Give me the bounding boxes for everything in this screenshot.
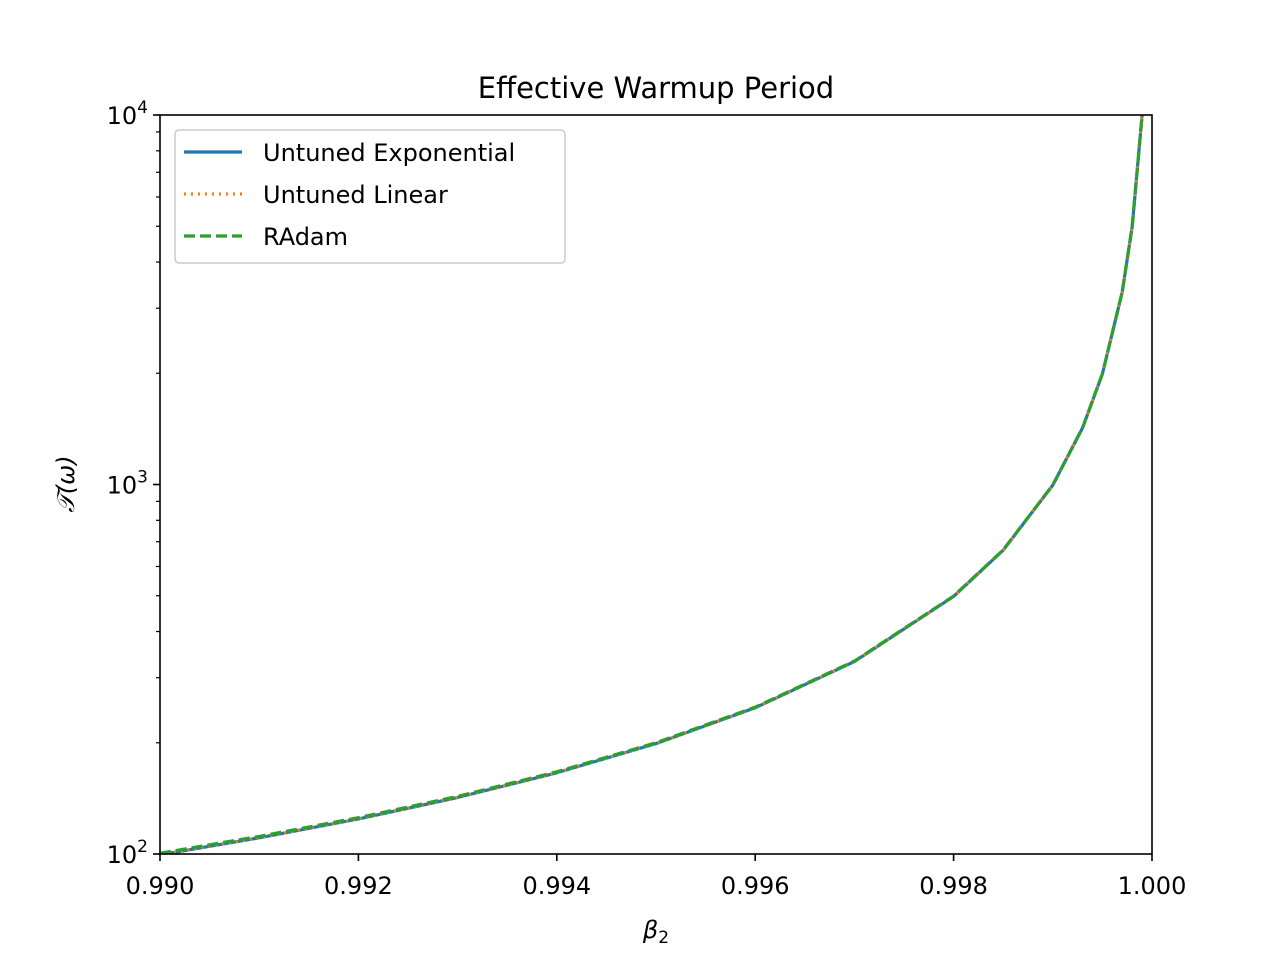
y-tick-label: 102 bbox=[107, 837, 148, 869]
legend-frame bbox=[174, 129, 566, 264]
x-axis-label: β2 bbox=[642, 916, 669, 948]
series-layer bbox=[160, 115, 1144, 854]
x-tick-label: 0.994 bbox=[522, 872, 591, 900]
series-line-2 bbox=[160, 115, 1144, 854]
legend: Untuned Exponential Untuned Linear RAdam bbox=[174, 129, 566, 264]
y-tick-label: 103 bbox=[107, 468, 148, 500]
x-tick-label: 1.000 bbox=[1118, 872, 1187, 900]
x-tick-label: 0.996 bbox=[721, 872, 790, 900]
x-tick-label: 0.992 bbox=[324, 872, 393, 900]
legend-label: Untuned Linear bbox=[263, 181, 448, 209]
y-tick-label: 104 bbox=[107, 98, 148, 130]
y-axis-label: 𝒯(ω) bbox=[52, 455, 80, 512]
legend-label: RAdam bbox=[263, 223, 348, 251]
chart-title: Effective Warmup Period bbox=[478, 71, 834, 105]
x-tick-label: 0.998 bbox=[919, 872, 988, 900]
legend-label: Untuned Exponential bbox=[263, 139, 515, 167]
y-axis: 102 103 104 bbox=[107, 98, 160, 869]
x-axis: 0.990 0.992 0.994 0.996 0.998 1.000 bbox=[126, 854, 1187, 900]
x-axis-label-symbol: β bbox=[642, 916, 658, 944]
x-axis-label-subscript: 2 bbox=[658, 928, 669, 948]
x-tick-label: 0.990 bbox=[126, 872, 195, 900]
